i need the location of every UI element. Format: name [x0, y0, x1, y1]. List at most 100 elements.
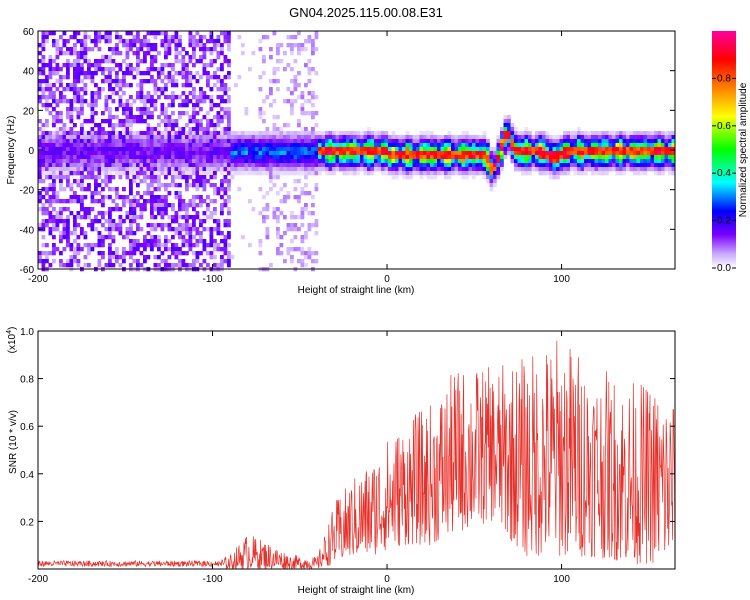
- spectrogram-cell: [199, 167, 203, 172]
- spectrogram-cell: [276, 47, 280, 52]
- spectrogram-cell: [108, 175, 112, 180]
- spectrogram-cell: [276, 207, 280, 212]
- spectrogram-cell: [94, 111, 98, 116]
- spectrogram-cell: [524, 139, 529, 144]
- spectrogram-cell: [188, 135, 193, 140]
- spectrogram-cell: [314, 251, 319, 256]
- spectrogram-cell: [461, 151, 466, 156]
- spectrogram-cell: [136, 47, 140, 52]
- spectrogram-cell: [118, 175, 123, 180]
- spectrogram-cell: [293, 135, 298, 140]
- spectrogram-cell: [83, 235, 88, 240]
- spectrogram-cell: [132, 199, 137, 204]
- colorbar-ticks: 0.00.20.40.60.8: [712, 73, 736, 274]
- spectrogram-cell: [454, 167, 459, 172]
- spectrogram-cell: [374, 131, 378, 136]
- spectrogram-cell: [423, 147, 427, 152]
- spectrogram-cell: [209, 107, 214, 112]
- spectrogram-cell: [510, 151, 515, 156]
- spectrogram-cell: [76, 147, 81, 152]
- spectrogram-cell: [314, 223, 319, 228]
- spectrogram-cell: [304, 47, 308, 52]
- spectrogram-cell: [181, 91, 186, 96]
- spectrogram-cell: [167, 223, 172, 228]
- spectrogram-cell: [244, 155, 249, 160]
- spectrogram-cell: [118, 51, 123, 56]
- spectrogram-cell: [101, 251, 105, 256]
- spectrogram-cell: [90, 119, 95, 124]
- spectrogram-cell: [318, 139, 322, 144]
- snr-y-multiplier: (x104): [6, 327, 18, 354]
- spectrogram-cell: [129, 167, 133, 172]
- spectrogram-cell: [514, 139, 518, 144]
- spectrogram-cell: [164, 223, 168, 228]
- spectrogram-cell: [73, 199, 77, 204]
- spectrogram-cell: [52, 179, 56, 184]
- spectrogram-cell: [122, 235, 126, 240]
- spectrogram-cell: [447, 175, 452, 180]
- spectrogram-cell: [216, 247, 221, 252]
- spectrogram-cell: [150, 75, 154, 80]
- spectrogram-cell: [286, 123, 291, 128]
- spectrogram-cell: [636, 163, 641, 168]
- spectrogram-cell: [101, 255, 105, 260]
- spectrogram-cell: [370, 159, 375, 164]
- spectrogram-cell: [300, 163, 305, 168]
- spectrogram-cell: [164, 111, 168, 116]
- spectrogram-cell: [227, 187, 231, 192]
- spectrogram-cell: [174, 31, 179, 36]
- spectrogram-cell: [223, 83, 228, 88]
- spectrogram-cell: [174, 79, 179, 84]
- spectrogram-cell: [157, 127, 161, 132]
- spectrogram-cell: [559, 143, 564, 148]
- spectrogram-cell: [573, 131, 578, 136]
- spectrogram-cell: [38, 175, 42, 180]
- spectrogram-cell: [237, 187, 242, 192]
- spectrogram-cell: [80, 111, 84, 116]
- spectrogram-cell: [269, 139, 273, 144]
- spectrogram-cell: [136, 143, 140, 148]
- spectrogram-cell: [255, 139, 259, 144]
- spectrogram-cell: [594, 139, 599, 144]
- spectrogram-cell: [570, 131, 574, 136]
- spectrogram-cell: [591, 171, 595, 176]
- spectrogram-cell: [157, 167, 161, 172]
- spectrogram-cell: [136, 55, 140, 60]
- spectrogram-cell: [472, 143, 476, 148]
- spectrogram-cell: [76, 111, 81, 116]
- spectrogram-cell: [41, 219, 46, 224]
- spectrogram-cell: [619, 143, 623, 148]
- spectrogram-cell: [461, 167, 466, 172]
- spectrogram-cell: [94, 139, 98, 144]
- spectrogram-cell: [503, 119, 508, 124]
- spectrogram-cell: [136, 51, 140, 56]
- spectrogram-cell: [244, 167, 249, 172]
- spectrogram-cell: [111, 175, 116, 180]
- spectrogram-cell: [171, 163, 175, 168]
- spectrogram-cell: [223, 219, 228, 224]
- spectrogram-cell: [283, 259, 287, 264]
- spectrogram-cell: [181, 47, 186, 52]
- spectrogram-cell: [174, 191, 179, 196]
- spectrogram-cell: [314, 47, 319, 52]
- spectrogram-cell: [52, 195, 56, 200]
- spectrogram-cell: [311, 43, 315, 48]
- spectrogram-cell: [129, 159, 133, 164]
- spectrogram-cell: [594, 131, 599, 136]
- spectrogram-cell: [108, 259, 112, 264]
- spectrogram-cell: [265, 231, 270, 236]
- spectrogram-cell: [272, 167, 277, 172]
- spectrogram-cell: [307, 163, 312, 168]
- spectrogram-cell: [101, 127, 105, 132]
- spectrogram-cell: [213, 183, 217, 188]
- spectrogram-cell: [108, 215, 112, 220]
- spectrogram-cell: [374, 147, 378, 152]
- spectrogram-cell: [83, 99, 88, 104]
- spectrogram-cell: [216, 187, 221, 192]
- spectrogram-cell: [570, 143, 574, 148]
- spectrogram-cell: [283, 215, 287, 220]
- spectrogram-cell: [41, 131, 46, 136]
- spectrogram-cell: [139, 251, 144, 256]
- spectrogram-cell: [139, 163, 144, 168]
- spectrogram-cell: [167, 167, 172, 172]
